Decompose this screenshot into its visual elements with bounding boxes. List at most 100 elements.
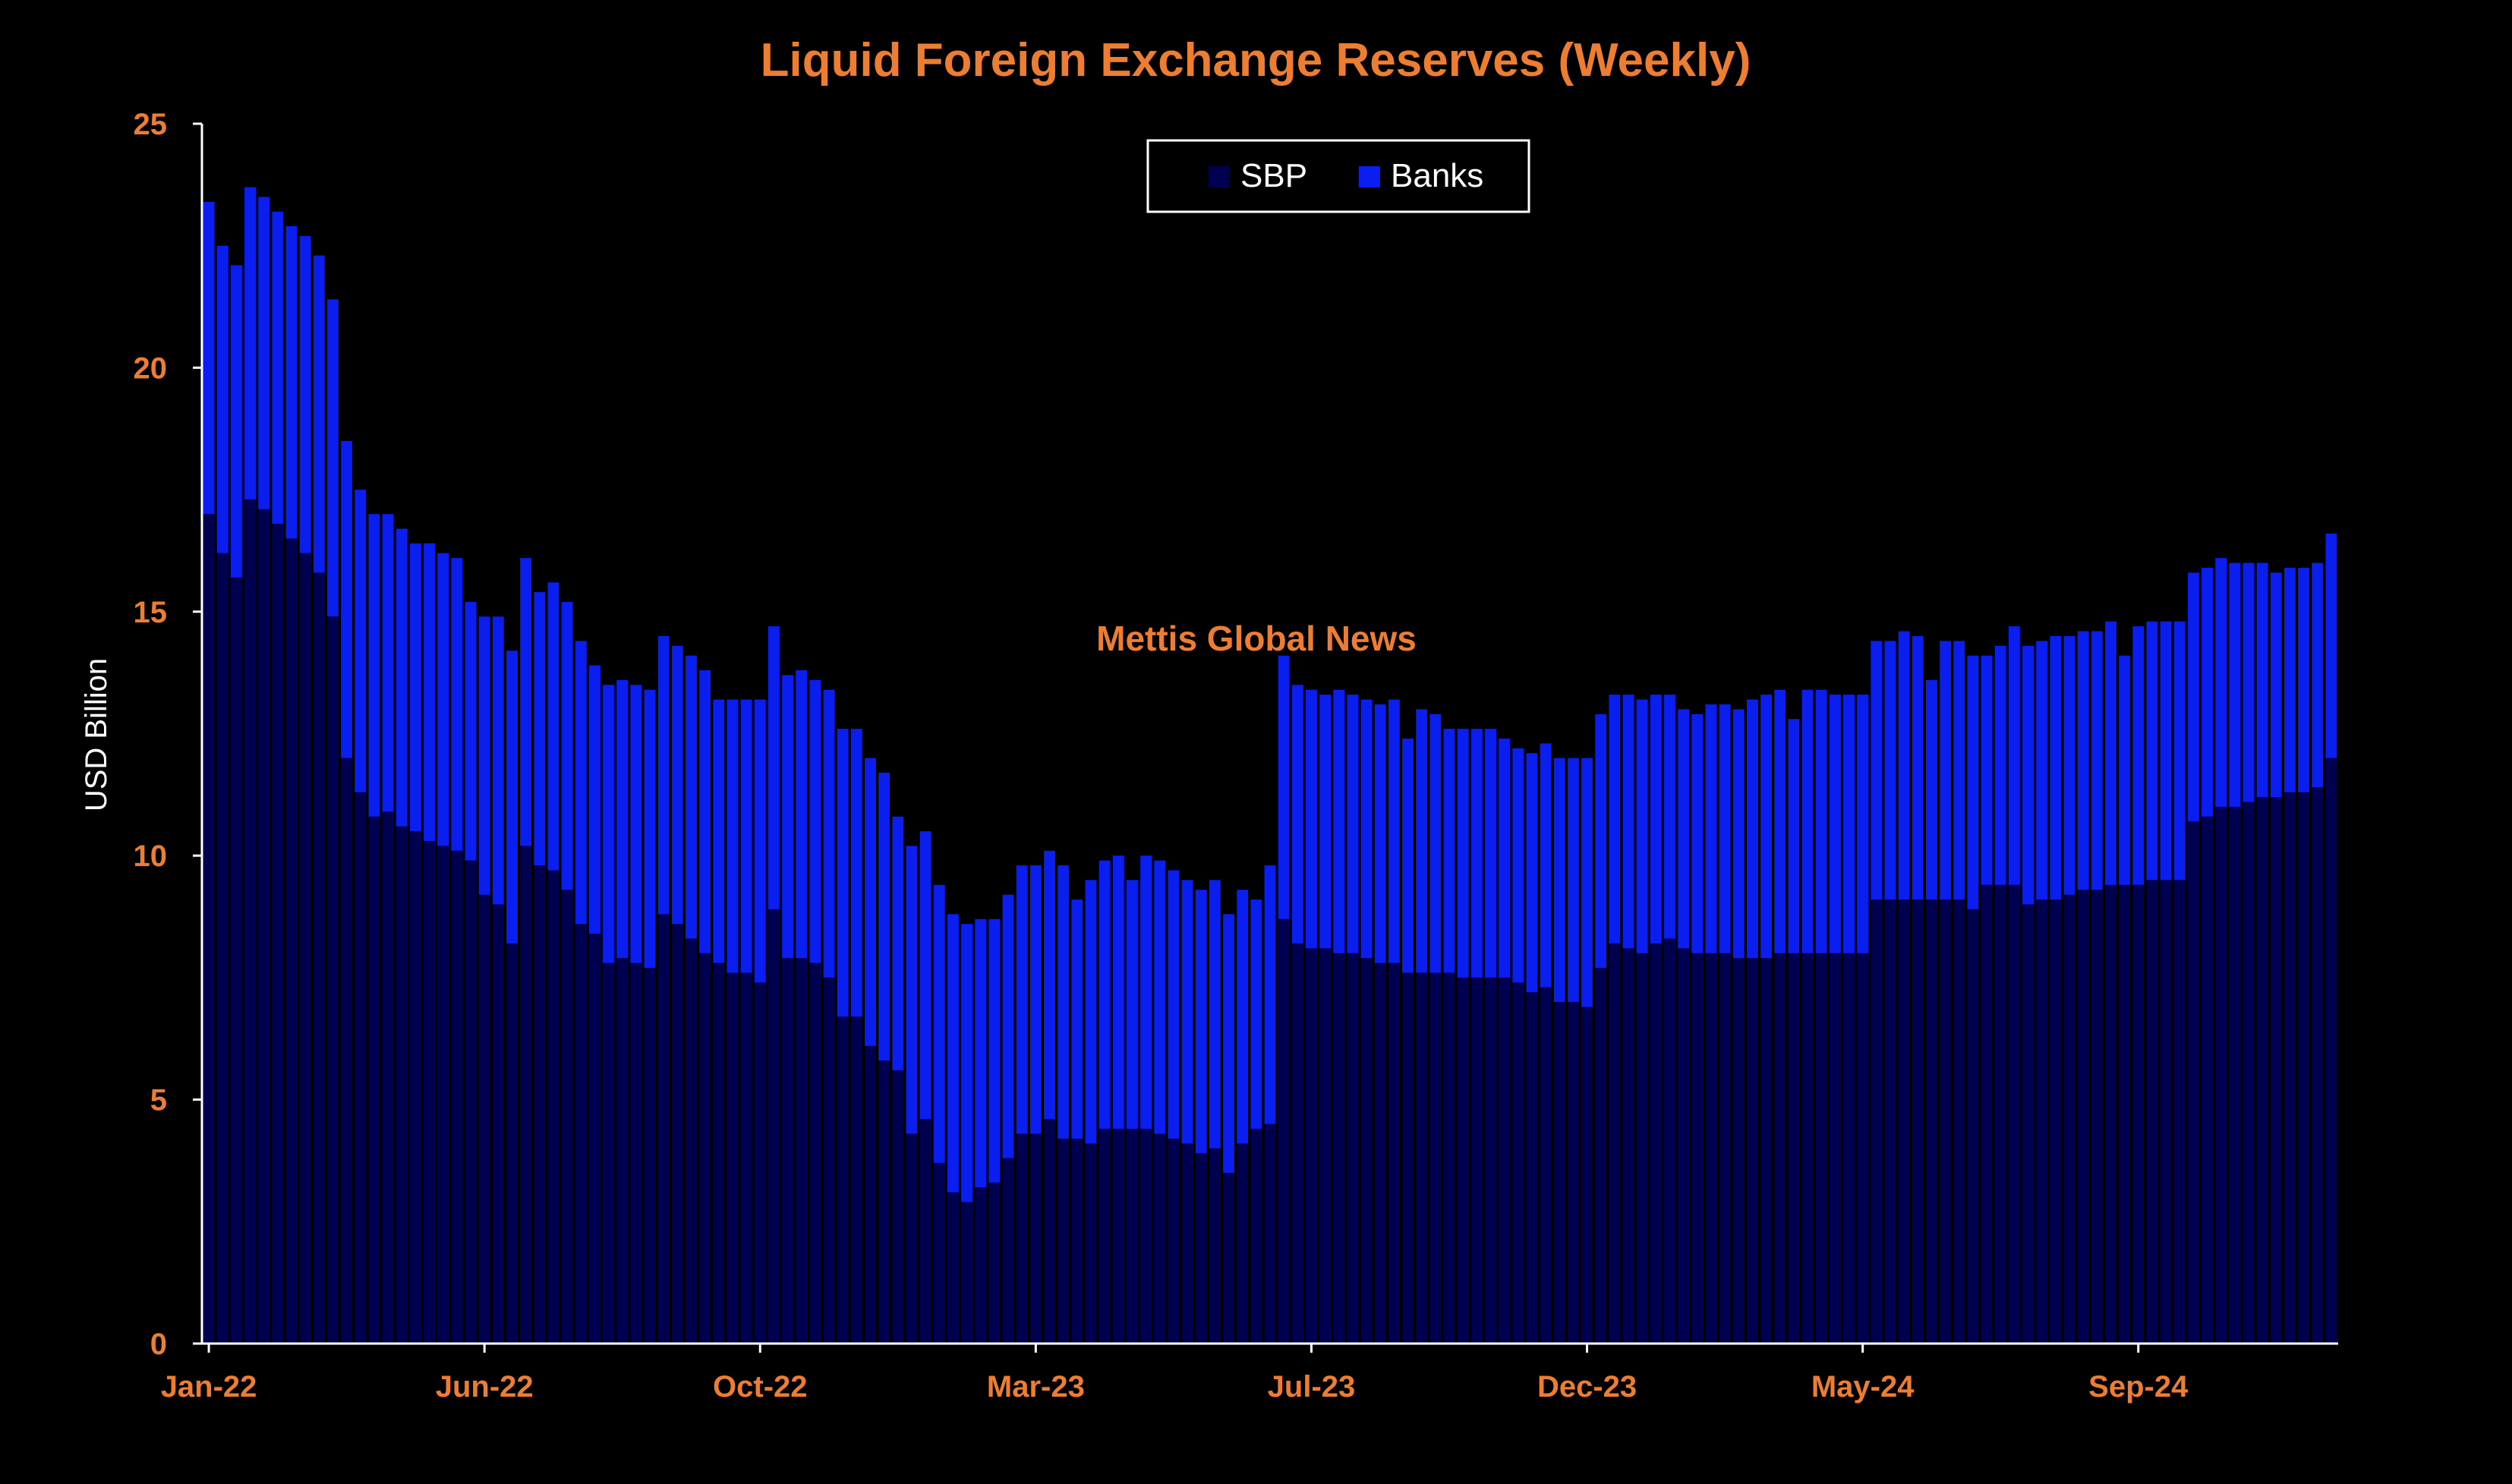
bar-banks [865,758,876,1046]
bar-banks [492,616,504,905]
bar-banks [782,675,794,959]
bar-sbp [1526,992,1538,1344]
bar-banks [2173,621,2186,881]
bar-banks [1678,709,1690,949]
bar-sbp [409,831,421,1344]
bar-banks [1029,865,1042,1134]
bar-banks [1705,704,1717,953]
bar-sbp [2215,806,2227,1344]
bar-sbp [975,1187,987,1344]
bar-sbp [1195,1153,1207,1344]
bar-sbp [313,572,325,1344]
bar-sbp [368,816,380,1344]
bar-sbp [933,1163,945,1344]
bar-sbp [1485,977,1496,1344]
bar-banks [1347,695,1359,953]
bar-sbp [2077,890,2089,1344]
bar-sbp [1581,1007,1593,1344]
bar-banks [878,772,890,1061]
bar-banks [1595,714,1607,969]
bar-sbp [1512,982,1524,1344]
bar-sbp [1098,1129,1111,1344]
bar-banks [396,528,408,827]
bar-banks [644,689,656,969]
legend: SBP Banks [1146,139,1530,213]
bar-banks [2325,533,2337,758]
bar-banks [1719,704,1731,953]
bar-banks [437,553,449,846]
bar-banks [1429,714,1442,973]
bar-sbp [767,909,780,1344]
bar-banks [2215,558,2227,807]
bar-sbp [2325,758,2337,1344]
bar-banks [1388,699,1400,963]
bar-sbp [2063,894,2075,1344]
bar-sbp [1719,953,1731,1344]
bar-banks [1154,860,1166,1134]
bar-sbp [396,826,408,1344]
bar-sbp [258,509,270,1344]
bar-banks [657,635,670,915]
bar-banks [203,201,215,515]
bar-sbp [341,758,353,1344]
chart-title: Liquid Foreign Exchange Reserves (Weekly… [761,34,1751,87]
bar-banks [2063,635,2075,895]
x-tick-label: Jan-22 [161,1370,257,1404]
bar-banks [1801,689,1814,953]
bar-sbp [1540,987,1552,1344]
bar-banks [1333,689,1345,953]
bar-sbp [1912,900,1924,1344]
bar-sbp [437,846,449,1344]
bar-banks [258,197,270,509]
bar-sbp [492,904,504,1344]
bar-banks [1319,695,1332,949]
bar-sbp [575,924,587,1344]
bar-sbp [382,811,394,1344]
bar-sbp [561,890,573,1344]
bar-sbp [244,499,256,1344]
x-tick-label: Jul-23 [1268,1370,1356,1404]
bar-sbp [1664,938,1675,1344]
bar-banks [2202,567,2213,817]
bar-banks [506,651,518,944]
bar-sbp [1774,953,1786,1344]
bar-banks [1250,900,1262,1130]
bar-sbp [1402,972,1414,1344]
bar-banks [1912,635,1924,900]
bar-sbp [671,924,683,1344]
bar-sbp [424,840,435,1344]
bar-banks [1540,743,1552,988]
bar-sbp [1953,900,1965,1344]
bar-sbp [1622,948,1634,1344]
bar-sbp [547,870,559,1344]
y-tick-label: 25 [134,108,168,141]
bar-sbp [1237,1143,1249,1344]
bar-sbp [534,865,546,1344]
bar-banks [2187,572,2199,822]
bar-sbp [906,1133,918,1344]
bar-banks [1788,719,1800,953]
bar-sbp [327,616,339,1344]
bar-banks [2270,572,2282,798]
bar-sbp [2119,884,2131,1344]
bar-banks [1829,695,1841,953]
bar-banks [2036,641,2048,900]
bar-banks [520,558,532,846]
bar-banks [2008,626,2020,885]
bar-banks [1223,914,1234,1174]
bar-banks [1002,894,1014,1158]
bar-banks [272,211,284,525]
bar-sbp [1360,958,1373,1344]
bar-sbp [961,1202,973,1344]
x-tick-label: Jun-22 [436,1370,534,1404]
bar-sbp [1691,953,1704,1344]
bar-sbp [1815,953,1827,1344]
bar-sbp [1264,1123,1276,1344]
bar-sbp [1291,943,1303,1344]
y-ticks-group: 0 5 10 15 20 25 [134,108,202,1361]
bar-sbp [1994,884,2006,1344]
bar-banks [1278,655,1290,919]
bar-sbp [657,914,670,1344]
bar-banks [355,490,367,792]
bar-banks [671,645,683,925]
